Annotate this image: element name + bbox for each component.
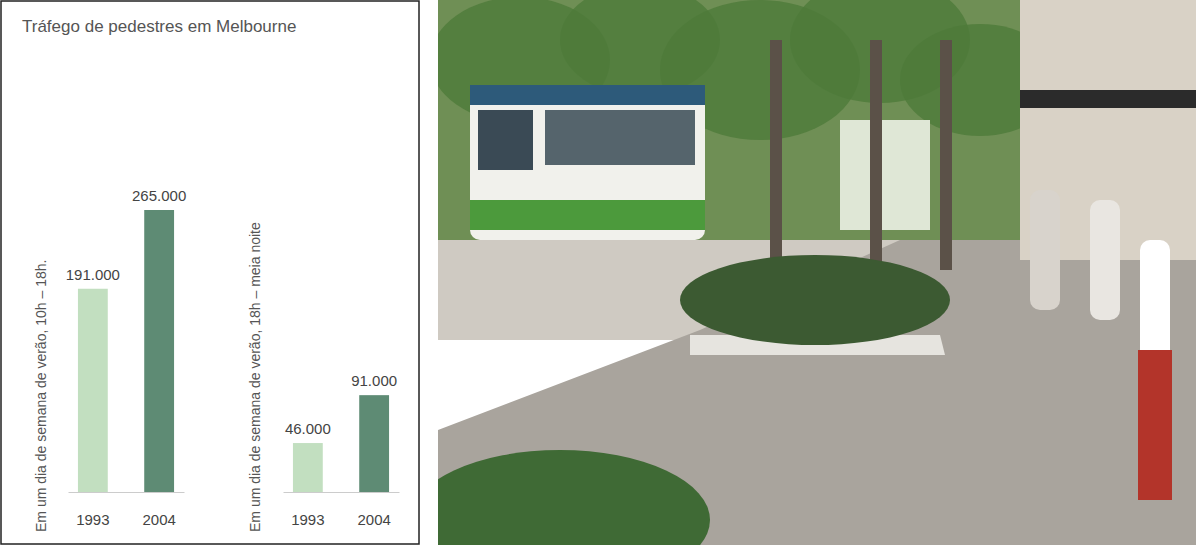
street-scene [438, 0, 1196, 545]
awning [1020, 90, 1196, 108]
data-label: 91.000 [351, 372, 397, 389]
tree-trunk [940, 40, 952, 270]
tick: 2004 [142, 492, 175, 528]
pedestrian [1140, 240, 1170, 360]
bar-chart: 46.000 91.000 Em um dia de semana de verão… [247, 222, 400, 532]
tram-body [470, 85, 705, 240]
tick: 1993 [76, 492, 109, 528]
axis-line [284, 492, 400, 493]
axis-title: Em um dia de semana de verão, 10h – 18h. [33, 260, 49, 532]
tick-label: 2004 [142, 511, 175, 528]
data-label: 265.000 [132, 187, 186, 204]
tick-label: 1993 [291, 511, 324, 528]
pedestrian [1090, 200, 1120, 320]
chart-frame [1, 1, 419, 544]
tram-roof [470, 85, 705, 105]
bar [293, 443, 323, 492]
bars [78, 210, 174, 492]
chart-title: Tráfego de pedestres em Melbourne [22, 17, 296, 36]
pedestrian [1030, 190, 1060, 310]
bar [78, 289, 108, 492]
tick-label: 1993 [76, 511, 109, 528]
x-axis: 1993 2004 [69, 492, 185, 528]
page: Tráfego de pedestres em Melbourne 191.000… [0, 0, 1196, 545]
axis-title: Em um dia de semana de verão, 18h – meia… [247, 222, 263, 532]
bars [293, 395, 389, 492]
tick: 1993 [291, 492, 324, 528]
pedestrian-legs [1138, 350, 1172, 500]
data-label: 46.000 [285, 420, 331, 437]
tram-stripe [470, 200, 705, 230]
bar [359, 395, 389, 492]
x-axis: 1993 2004 [284, 492, 400, 528]
foreground-plants [438, 450, 710, 545]
bar-chart: Tráfego de pedestres em Melbourne 191.000… [22, 17, 296, 532]
tram-window [545, 110, 695, 165]
tram-window [478, 110, 533, 170]
tree-trunk [870, 40, 882, 270]
sky-patch [840, 120, 930, 230]
tree-trunk [770, 40, 782, 270]
tick-label: 2004 [357, 511, 390, 528]
bar [144, 210, 174, 492]
axis-line [69, 492, 185, 493]
data-label: 191.000 [66, 266, 120, 283]
tick: 2004 [357, 492, 390, 528]
planter-plants [680, 255, 950, 345]
